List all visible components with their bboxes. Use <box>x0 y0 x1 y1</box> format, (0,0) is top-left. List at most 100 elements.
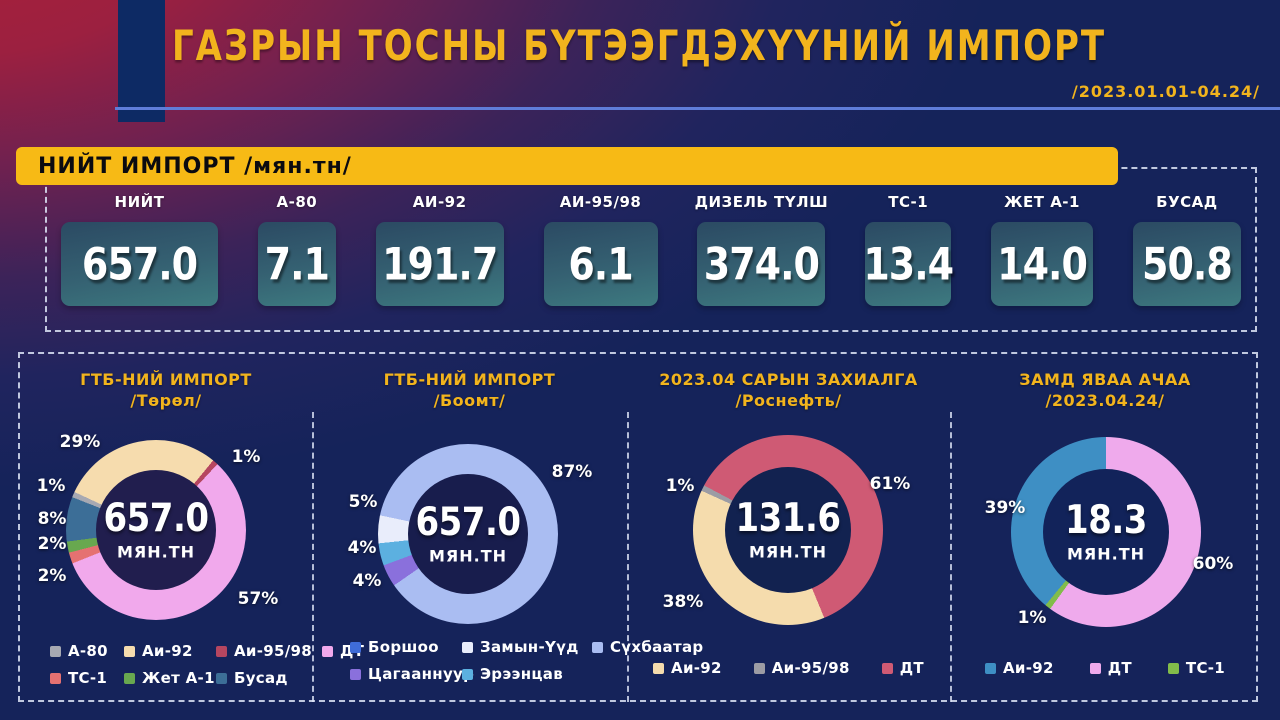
stat-label: ТС-1 <box>888 193 929 211</box>
chart-header: ГТБ-НИЙ ИМПОРТ/Боомт/ <box>312 370 627 412</box>
stat-label: АИ-95/98 <box>559 193 642 211</box>
stat-card: 13.4 <box>863 222 954 306</box>
header-accent-bar <box>118 0 165 122</box>
legend-swatch-icon <box>1167 662 1179 674</box>
stat-label: НИЙТ <box>114 193 165 211</box>
chart-title: 2023.04 САРЫН ЗАХИАЛГА <box>659 370 918 389</box>
legend-swatch-icon <box>350 641 361 653</box>
legend-label: Аи-95/98 <box>771 659 850 677</box>
legend-label: ТС-1 <box>1185 659 1226 677</box>
percent-label: 1% <box>36 476 66 496</box>
section-banner: НИЙТ ИМПОРТ /мян.тн/ <box>16 147 1118 185</box>
legend-item: ДТ <box>881 659 924 677</box>
charts-panel: ГТБ-НИЙ ИМПОРТ/Төрөл/657.0 МЯН.ТН 29% 1% 57%… <box>18 352 1258 702</box>
percent-label: 4% <box>352 571 382 591</box>
legend-item: Аи-92 <box>124 642 216 660</box>
donut-center-unit: МЯН.ТН <box>428 546 508 566</box>
legend-label: Цагааннуур <box>368 665 475 683</box>
chart-header: ЗАМД ЯВАА АЧАА/2023.04.24/ <box>950 370 1260 412</box>
chart-subtitle: /2023.04.24/ <box>1045 390 1165 410</box>
legend-item: ДТ <box>1089 659 1132 677</box>
percent-label: 57% <box>237 589 279 609</box>
donut-center-text: 131.6 МЯН.ТН <box>735 495 841 562</box>
percent-label: 61% <box>869 474 911 494</box>
stat-column: А-80 7.1 <box>257 193 336 306</box>
percent-label: 2% <box>37 566 67 586</box>
stat-card: 7.1 <box>257 222 336 306</box>
legend-label: Аи-95/98 <box>234 642 312 660</box>
stat-column: АИ-95/98 6.1 <box>543 193 658 306</box>
donut-center-text: 657.0 МЯН.ТН <box>103 495 209 562</box>
percent-label: 1% <box>1017 608 1047 628</box>
legend-label: Боршоо <box>368 638 439 656</box>
legend-item: Замын-Үүд <box>462 638 592 656</box>
stat-column: АИ-92 191.7 <box>375 193 504 306</box>
stat-label: А-80 <box>276 193 318 211</box>
donut-center-value: 657.0 <box>103 495 209 542</box>
legend-swatch-icon <box>50 672 61 684</box>
legend-label: Сүхбаатар <box>610 638 704 656</box>
donut-center-value: 131.6 <box>735 495 841 542</box>
donut-center-unit: МЯН.ТН <box>748 542 828 562</box>
percent-label: 39% <box>984 498 1026 518</box>
totals-panel: НИЙТ 657.0 А-80 7.1 АИ-92 191.7 АИ-95/98 6.1 ДИЗ… <box>45 167 1257 332</box>
legend-label: Аи-92 <box>142 642 193 660</box>
legend-swatch-icon <box>462 641 473 653</box>
percent-label: 2% <box>37 534 67 554</box>
donut-center-unit: МЯН.ТН <box>116 542 196 562</box>
legend-item: Сүхбаатар <box>592 638 703 656</box>
stat-value: 7.1 <box>264 238 330 290</box>
percent-label: 5% <box>348 492 378 512</box>
chart-header: 2023.04 САРЫН ЗАХИАЛГА/Роснефть/ <box>627 370 950 412</box>
report-period: /2023.01.01-04.24/ <box>1071 82 1260 101</box>
legend-label: Бусад <box>234 669 288 687</box>
legend-swatch-icon <box>124 672 135 684</box>
legend-item: Боршоо <box>350 638 462 656</box>
legend-item: Аи-92 <box>984 659 1054 677</box>
legend-swatch-icon <box>216 672 227 684</box>
stat-column: НИЙТ 657.0 <box>61 193 218 306</box>
stat-column: ЖЕТ А-1 14.0 <box>991 193 1094 306</box>
donut-center-value: 18.3 <box>1065 497 1147 544</box>
legend-item: Аи-95/98 <box>753 659 850 677</box>
stat-value: 6.1 <box>568 238 633 290</box>
legend-item: Бусад <box>216 669 322 687</box>
stat-label: АИ-92 <box>412 193 467 211</box>
legend-item: Аи-95/98 <box>216 642 322 660</box>
legend-item: Цагааннуур <box>350 665 474 683</box>
percent-label: 87% <box>551 462 593 482</box>
chart-subtitle: /Роснефть/ <box>735 390 842 410</box>
legend-label: ТС-1 <box>68 669 108 687</box>
legend-item: Жет А-1 <box>124 669 216 687</box>
stat-label: ЖЕТ А-1 <box>1004 193 1080 211</box>
legend-label: Аи-92 <box>1002 659 1054 677</box>
stat-value: 13.4 <box>863 238 954 290</box>
stat-column: ДИЗЕЛЬ ТҮЛШ 374.0 <box>695 193 828 306</box>
legend: Боршоо Замын-Үүд Сүхбаатар Цагааннуур Эрээнц… <box>350 638 703 683</box>
legend-swatch-icon <box>984 662 996 674</box>
legend-swatch-icon <box>350 668 361 680</box>
donut-hole <box>408 474 528 594</box>
page-title: ГАЗРЫН ТОСНЫ БҮТЭЭГДЭХҮҮНИЙ ИМПОРТ <box>172 22 1107 71</box>
legend-label: Аи-92 <box>671 659 722 677</box>
legend-item: Аи-92 <box>653 659 722 677</box>
chart-separator <box>312 412 314 702</box>
legend-swatch-icon <box>653 662 665 674</box>
legend-item: ТС-1 <box>50 669 124 687</box>
legend-swatch-icon <box>462 668 473 680</box>
legend-swatch-icon <box>1089 662 1101 674</box>
stat-column: БУСАД 50.8 <box>1132 193 1241 306</box>
donut-hole <box>1043 469 1169 595</box>
legend: Аи-92 ДТ ТС-1 <box>950 659 1260 677</box>
stat-card: 14.0 <box>991 222 1094 306</box>
stat-card: 374.0 <box>697 222 826 306</box>
legend-item: Эрээнцав <box>462 665 592 683</box>
legend-label: ДТ <box>899 659 924 677</box>
donut-center-text: 657.0 МЯН.ТН <box>415 500 521 566</box>
stat-card: 657.0 <box>61 222 218 306</box>
header-divider <box>115 107 1280 110</box>
stat-value: 374.0 <box>703 238 820 290</box>
donut-hole <box>96 470 216 590</box>
